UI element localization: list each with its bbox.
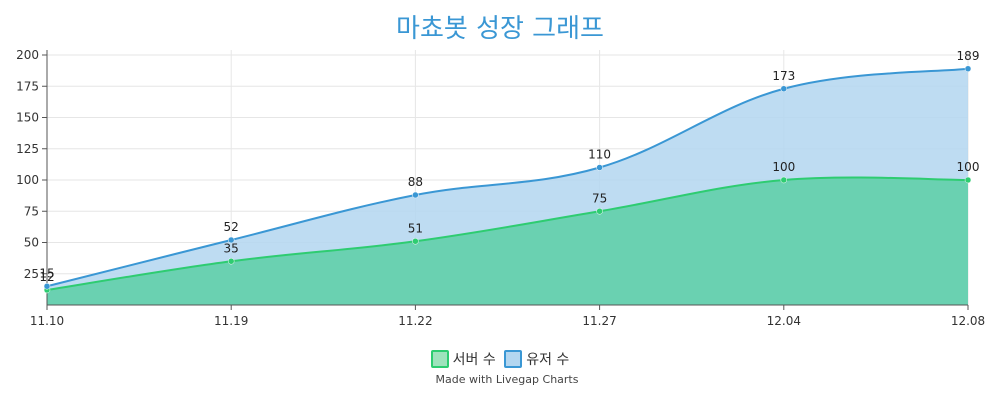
chart-plot: 25 50 75 100 125 150 175 200 11.10 11.19 11.22 11.2… xyxy=(16,48,985,328)
data-label-users: 15 xyxy=(39,266,54,280)
data-label-servers: 100 xyxy=(772,160,795,174)
legend-swatch-servers xyxy=(430,350,449,368)
legend-label-servers: 서버 수 xyxy=(452,352,496,368)
axis-layer: 25 50 75 100 125 150 175 200 11.10 11.19 11.22 11.2… xyxy=(16,48,985,328)
x-tick-label: 11.10 xyxy=(30,314,64,328)
y-tick-label: 75 xyxy=(24,204,39,218)
data-point-servers xyxy=(780,176,788,184)
y-tick-label: 50 xyxy=(24,236,39,250)
point-layer xyxy=(43,65,972,294)
data-point-servers xyxy=(412,238,419,245)
data-label-servers: 12 xyxy=(39,270,54,284)
data-point-users xyxy=(412,191,419,199)
label-layer: 12 35 51 75 100 100 15 52 88 110 173 189 xyxy=(39,49,979,284)
data-point-users xyxy=(780,85,788,92)
data-label-users: 88 xyxy=(408,175,423,189)
x-tick-label: 11.22 xyxy=(398,314,432,328)
y-tick-label: 175 xyxy=(16,79,39,93)
line-servers xyxy=(46,176,969,291)
y-tick-label: 100 xyxy=(16,173,39,187)
area-layer xyxy=(46,67,969,305)
x-tick-label: 12.08 xyxy=(951,314,985,328)
data-label-users: 52 xyxy=(224,220,239,234)
line-users xyxy=(46,67,969,288)
legend-item-servers[interactable]: 서버 수 xyxy=(430,349,496,369)
data-label-servers: 75 xyxy=(592,191,607,205)
x-tick-label: 12.04 xyxy=(767,314,801,328)
chart-credit: Made with Livegap Charts xyxy=(435,373,579,386)
data-label-users: 110 xyxy=(588,148,611,162)
data-point-users xyxy=(227,236,235,244)
legend-label-users: 유저 수 xyxy=(526,352,570,368)
data-point-servers xyxy=(964,176,972,184)
data-point-users xyxy=(596,164,603,171)
y-tick-label: 125 xyxy=(16,142,39,156)
data-point-servers xyxy=(227,258,235,265)
data-label-servers: 35 xyxy=(224,241,239,255)
data-point-users xyxy=(43,283,51,290)
data-label-users: 189 xyxy=(957,49,980,63)
legend-swatch-users xyxy=(504,350,523,368)
area-servers xyxy=(47,177,968,305)
x-tick-label: 11.27 xyxy=(582,314,616,328)
data-label-users: 173 xyxy=(772,69,795,83)
x-tick-label: 11.19 xyxy=(214,314,248,328)
data-point-users xyxy=(964,65,972,72)
data-label-servers: 100 xyxy=(957,160,980,174)
legend: 서버 수 유저 수 xyxy=(0,349,1000,372)
chart-title: 마쵸봇 성장 그래프 xyxy=(396,14,604,44)
data-point-servers xyxy=(596,208,603,215)
y-tick-label: 150 xyxy=(16,111,39,125)
data-label-servers: 51 xyxy=(408,221,423,235)
legend-item-users[interactable]: 유저 수 xyxy=(504,349,569,369)
y-tick-label: 200 xyxy=(16,48,39,62)
y-tick-label: 25 xyxy=(24,267,39,281)
